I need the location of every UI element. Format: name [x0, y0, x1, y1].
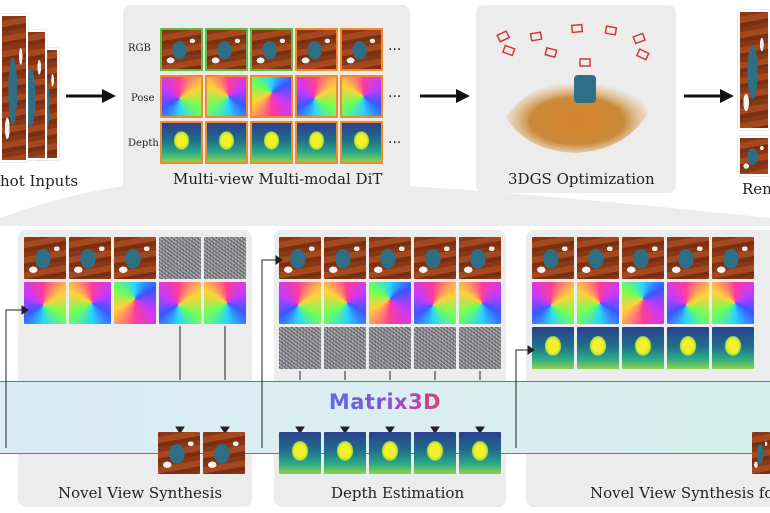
pose-tile	[340, 75, 383, 118]
arrow-right-icon	[420, 89, 470, 103]
pose-tile	[160, 75, 203, 118]
pose-tile	[114, 282, 156, 324]
pose-tile	[577, 282, 619, 324]
pose-tile	[369, 282, 411, 324]
input-photo	[0, 14, 28, 162]
pose-tile	[414, 282, 456, 324]
rgb-tile	[250, 28, 293, 71]
rgb-tile	[160, 28, 203, 71]
pose-tile	[622, 282, 664, 324]
rgb-tile	[295, 28, 338, 71]
brand-text: Matrix3D	[328, 390, 442, 414]
depth-tile	[250, 121, 293, 164]
pose-tile	[279, 282, 321, 324]
noise-tile	[279, 327, 321, 369]
arrow-right-icon	[66, 89, 116, 103]
depth-tile	[205, 121, 248, 164]
row-label-depth: Depth	[128, 138, 159, 149]
caption-novel-view-synthesis-3d: Novel View Synthesis for I	[590, 484, 770, 502]
caption-novel-view-synthesis: Novel View Synthesis	[58, 484, 223, 502]
rgb-tile	[712, 237, 754, 279]
depth-tile	[577, 327, 619, 369]
dit-expansion-connector	[0, 186, 770, 226]
depth-tile	[532, 327, 574, 369]
rgb-tile	[114, 237, 156, 279]
output-rgb-tile	[203, 432, 245, 474]
rgb-tile	[459, 237, 501, 279]
rgb-tile	[667, 237, 709, 279]
noise-tile	[159, 237, 201, 279]
depth-tile	[340, 121, 383, 164]
output-depth-tile	[324, 432, 366, 474]
rgb-tile	[324, 237, 366, 279]
depth-tile	[712, 327, 754, 369]
depth-tile	[295, 121, 338, 164]
pose-tile	[295, 75, 338, 118]
noise-tile	[324, 327, 366, 369]
rgb-tile	[279, 237, 321, 279]
rgb-tile	[205, 28, 248, 71]
depth-tile	[667, 327, 709, 369]
rgb-tile	[69, 237, 111, 279]
dit-caption: Multi-view Multi-modal DiT	[173, 170, 383, 188]
output-depth-tile	[414, 432, 456, 474]
pose-tile	[667, 282, 709, 324]
rgb-tile	[532, 237, 574, 279]
pose-tile	[250, 75, 293, 118]
rgb-tile	[24, 237, 66, 279]
row-label-rgb: RGB	[128, 43, 151, 54]
ellipsis-depth: ...	[388, 131, 402, 147]
pose-tile	[24, 282, 66, 324]
pose-tile	[205, 75, 248, 118]
row-label-pose: Pose	[131, 93, 155, 104]
output-depth-tile	[279, 432, 321, 474]
pose-tile	[532, 282, 574, 324]
rgb-tile	[340, 28, 383, 71]
render-photo	[738, 136, 770, 176]
rgb-tile	[414, 237, 456, 279]
depth-tile	[622, 327, 664, 369]
pose-tile	[459, 282, 501, 324]
brand-title: Matrix3D	[0, 390, 770, 414]
point-cloud-illustration	[496, 23, 650, 153]
render-caption: Ren	[742, 180, 770, 198]
optimization-caption: 3DGS Optimization	[508, 170, 655, 188]
output-depth-tile	[459, 432, 501, 474]
depth-tile	[160, 121, 203, 164]
rgb-tile	[622, 237, 664, 279]
pose-tile	[712, 282, 754, 324]
noise-tile	[414, 327, 456, 369]
ellipsis-rgb: ...	[388, 38, 402, 54]
pose-tile	[69, 282, 111, 324]
caption-depth-estimation: Depth Estimation	[331, 484, 465, 502]
arrow-right-icon	[684, 89, 734, 103]
noise-tile	[204, 237, 246, 279]
output-depth-tile	[369, 432, 411, 474]
pose-tile	[159, 282, 201, 324]
pose-tile	[204, 282, 246, 324]
noise-tile	[459, 327, 501, 369]
rgb-tile	[577, 237, 619, 279]
ellipsis-pose: ...	[388, 85, 402, 101]
rgb-tile	[369, 237, 411, 279]
output-rgb-tile	[158, 432, 200, 474]
pose-tile	[324, 282, 366, 324]
noise-tile	[369, 327, 411, 369]
render-photo	[738, 10, 770, 130]
output-rgb-tile	[752, 432, 770, 474]
inputs-caption: hot Inputs	[0, 172, 79, 190]
